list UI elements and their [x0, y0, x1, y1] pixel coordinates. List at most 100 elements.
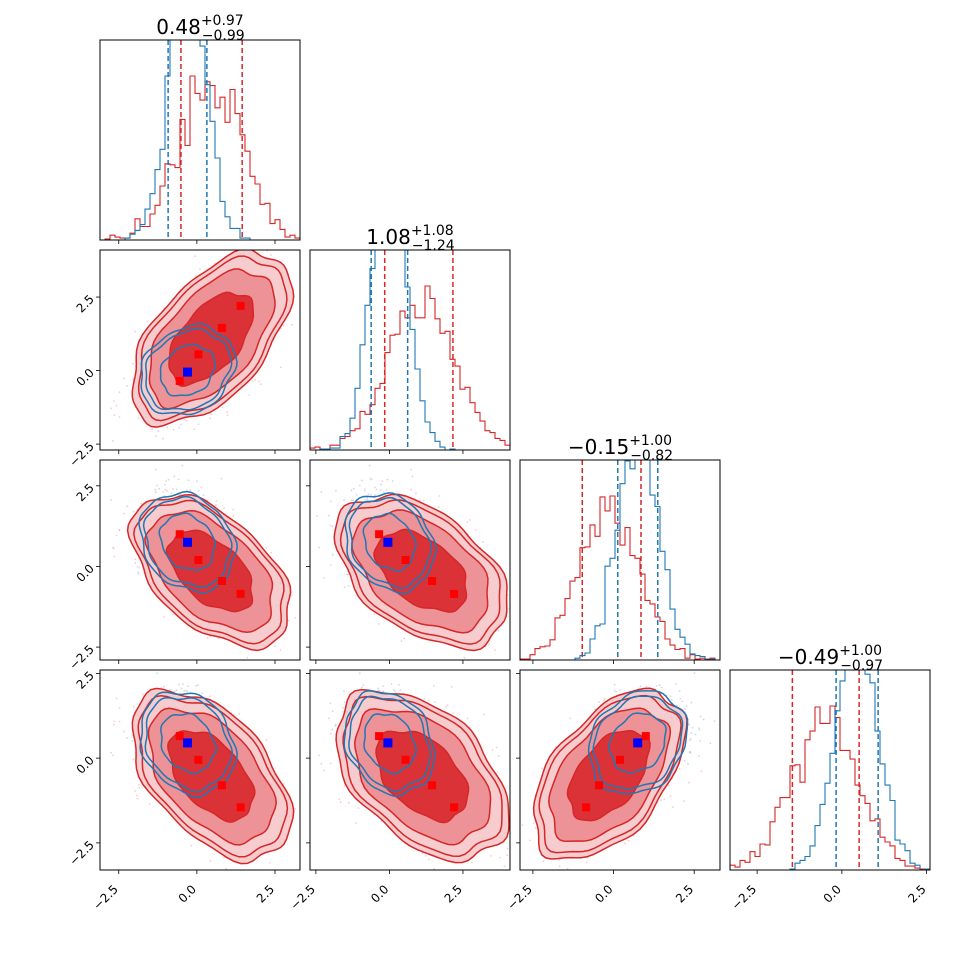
- title-plus: +0.97: [201, 13, 244, 29]
- panel-frame: [309, 249, 511, 451]
- scatter-point: [154, 488, 157, 491]
- scatter-point: [140, 502, 143, 505]
- scatter-point: [137, 417, 140, 420]
- scatter-panel-1-0: −2.50.02.5: [66, 231, 338, 470]
- scatter-point: [215, 503, 217, 506]
- scatter-point: [232, 514, 235, 517]
- diagonal-panel-1: 1.08+1.08−1.24: [309, 223, 511, 454]
- scatter-point: [220, 477, 223, 480]
- scatter-point: [170, 492, 173, 495]
- scatter-point: [336, 255, 338, 257]
- scatter-point: [180, 423, 182, 426]
- scatter-point: [118, 391, 121, 394]
- scatter-point: [157, 430, 160, 432]
- scatter-point: [238, 234, 240, 236]
- scatter-point: [199, 268, 201, 271]
- scatter-point: [164, 488, 167, 491]
- scatter-point: [123, 512, 125, 515]
- scatter-point: [194, 275, 197, 277]
- scatter-point: [194, 255, 197, 258]
- histogram-step-series-1: [310, 250, 510, 450]
- panel-frame: [99, 39, 301, 241]
- marker-square-series-0: [236, 301, 245, 310]
- scatter-point: [164, 483, 166, 486]
- scatter-point: [156, 484, 159, 487]
- scatter-point: [303, 617, 305, 619]
- scatter-point: [290, 594, 293, 597]
- scatter-point: [209, 417, 211, 420]
- scatter-point: [238, 245, 240, 247]
- scatter-point: [98, 515, 100, 517]
- scatter-point: [202, 494, 205, 497]
- scatter-point: [185, 489, 188, 491]
- scatter-point: [112, 440, 114, 442]
- panel-content: [110, 231, 338, 442]
- scatter-point: [248, 394, 251, 396]
- scatter-point: [193, 428, 196, 431]
- scatter-point: [303, 278, 305, 280]
- scatter-point: [254, 378, 257, 381]
- histogram-step-series-0: [100, 75, 300, 240]
- scatter-point: [137, 572, 140, 575]
- scatter-point: [151, 428, 153, 431]
- scatter-point: [166, 426, 168, 429]
- scatter-point: [165, 480, 167, 482]
- scatter-point: [126, 505, 128, 508]
- scatter-point: [313, 300, 315, 302]
- scatter-point: [158, 487, 161, 490]
- scatter-point: [155, 435, 157, 438]
- scatter-point: [118, 416, 121, 418]
- scatter-point: [301, 620, 303, 622]
- scatter-point: [115, 534, 118, 537]
- scatter-point: [250, 245, 252, 247]
- scatter-point: [172, 488, 174, 490]
- scatter-point: [113, 555, 116, 558]
- scatter-point: [270, 551, 272, 554]
- scatter-point: [301, 260, 303, 262]
- contour-line-series-1: [145, 327, 233, 411]
- marker-square-series-0: [175, 376, 184, 385]
- marker-square-series-0: [194, 350, 203, 359]
- scatter-point: [290, 323, 293, 326]
- scatter-point: [246, 656, 249, 659]
- scatter-point: [200, 486, 203, 489]
- scatter-point: [259, 383, 262, 385]
- scatter-point: [187, 479, 190, 482]
- scatter-point: [110, 499, 112, 501]
- y-tick-label: 0.0: [74, 366, 97, 389]
- scatter-point: [302, 328, 304, 330]
- scatter-point: [294, 231, 296, 233]
- scatter-point: [171, 613, 174, 616]
- scatter-point: [228, 237, 230, 239]
- scatter-panel-2-0: −2.50.02.5: [66, 459, 316, 673]
- marker-square-series-1: [183, 367, 192, 377]
- scatter-point: [113, 400, 115, 402]
- scatter-point: [126, 385, 128, 387]
- title-minus: −1.24: [412, 238, 455, 254]
- scatter-point: [115, 404, 118, 407]
- scatter-point: [185, 419, 188, 422]
- scatter-point: [226, 411, 229, 414]
- scatter-point: [270, 254, 272, 256]
- contour-line-series-0: [137, 255, 288, 422]
- scatter-point: [221, 406, 224, 409]
- scatter-point: [257, 380, 260, 383]
- panel-content: [98, 464, 316, 659]
- scatter-point: [274, 645, 276, 648]
- scatter-point: [265, 546, 268, 549]
- scatter-point: [314, 289, 316, 291]
- scatter-point: [134, 558, 137, 561]
- scatter-point: [305, 315, 307, 317]
- scatter-point: [226, 414, 229, 416]
- scatter-point: [146, 320, 149, 323]
- scatter-point: [189, 489, 191, 492]
- contour-line-series-1: [159, 343, 216, 397]
- scatter-point: [177, 478, 180, 481]
- scatter-point: [118, 528, 121, 531]
- scatter-point: [314, 633, 316, 635]
- scatter-point: [113, 414, 116, 417]
- scatter-point: [223, 507, 225, 510]
- scatter-point: [251, 380, 254, 382]
- scatter-point: [197, 423, 200, 425]
